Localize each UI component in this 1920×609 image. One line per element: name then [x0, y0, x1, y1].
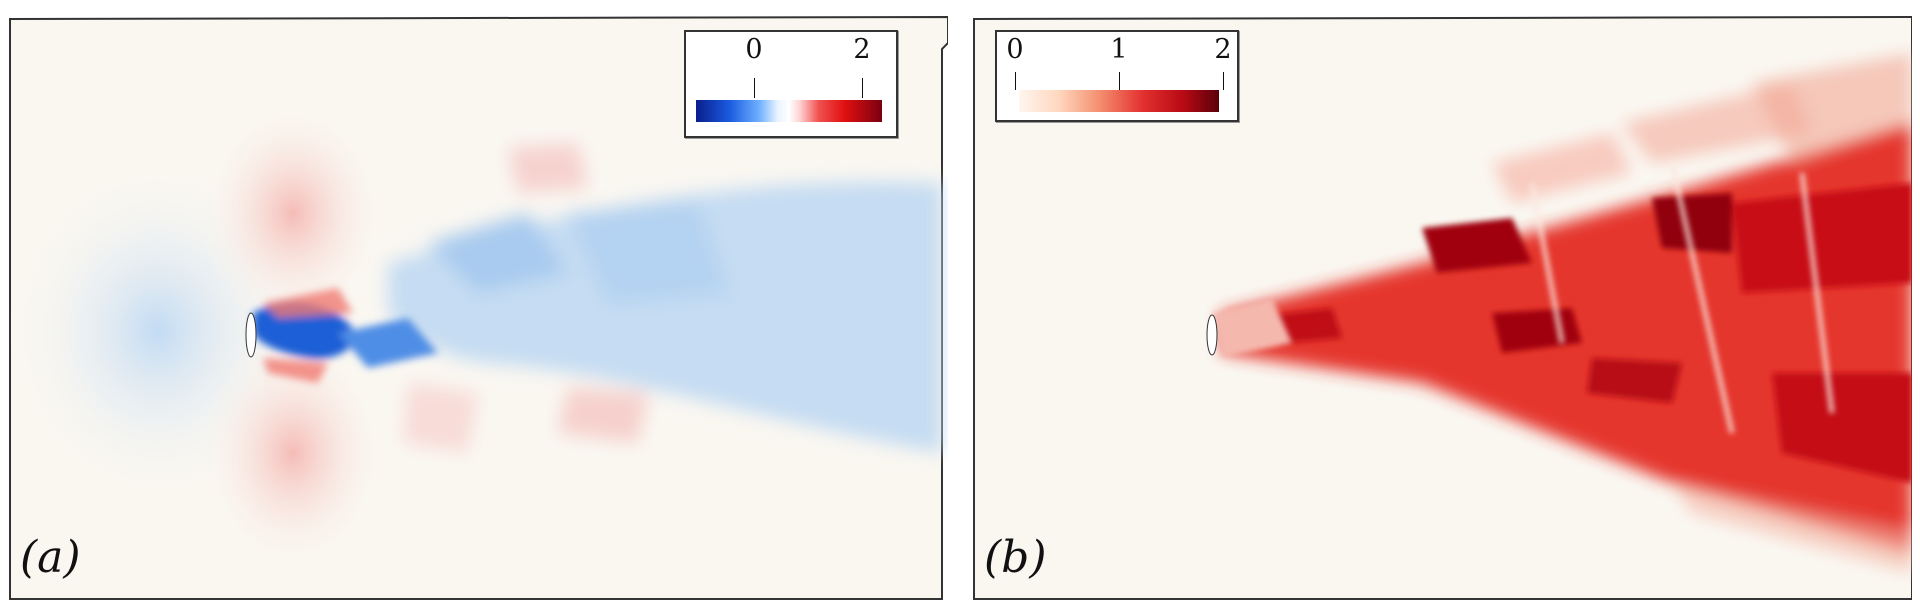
colorbar-b-gradient	[1019, 90, 1219, 112]
plume-dark-patches	[1272, 183, 1912, 483]
upper-red-lobe	[198, 98, 388, 328]
cylinder-obstacle-a	[245, 312, 257, 358]
colorbar-b-tickmark-2	[1223, 72, 1224, 90]
field-plot-a	[8, 15, 948, 600]
panel-label-a: (a)	[20, 532, 81, 583]
field-plot-b	[973, 15, 1912, 600]
panel-label-b: (b)	[984, 532, 1047, 583]
colorbar-a-tickmark-0	[754, 78, 755, 98]
colorbar-b-tick-0: 0	[1006, 34, 1024, 65]
panel-b: 0 1 2 (b)	[972, 13, 1912, 601]
panel-a: 0 2 (a)	[8, 13, 948, 601]
plume-streaks	[1529, 162, 1835, 434]
wake-region	[388, 143, 942, 453]
near-wake-b	[1212, 298, 1292, 358]
cylinder-obstacle-b	[1206, 314, 1218, 356]
colorbar-a-tick-0: 0	[745, 34, 763, 65]
near-wake-core	[253, 288, 438, 383]
colorbar-a: 0 2	[684, 30, 898, 138]
colorbar-b-tick-2: 2	[1214, 34, 1232, 65]
colorbar-a-tick-1: 2	[853, 34, 871, 65]
colorbar-b-tickmark-1	[1119, 72, 1120, 90]
colorbar-b-tick-1: 1	[1110, 34, 1128, 65]
colorbar-a-gradient	[696, 100, 882, 122]
colorbar-b: 0 1 2	[995, 30, 1239, 122]
lower-red-lobe	[198, 333, 388, 573]
colorbar-b-tickmark-0	[1015, 72, 1016, 90]
colorbar-a-tickmark-1	[862, 78, 863, 98]
